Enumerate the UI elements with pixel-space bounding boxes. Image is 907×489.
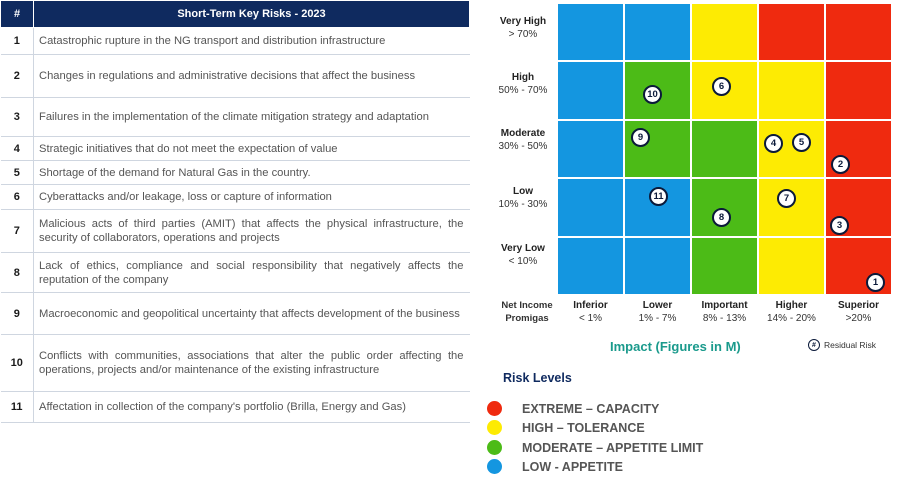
table-row: 7 Malicious acts of third parties (AMIT) …: [0, 209, 470, 253]
matrix-cell: [758, 236, 825, 295]
risk-description: Shortage of the demand for Natural Gas i…: [33, 160, 470, 185]
matrix-cell: [624, 236, 691, 295]
axis-caption: Net Income Promigas: [492, 299, 562, 325]
risk-number: 2: [0, 54, 34, 98]
risk-description: Macroeconomic and geopolitical uncertain…: [33, 292, 470, 335]
col-label-inferior: Inferior < 1%: [573, 300, 608, 324]
matrix-cell: [758, 3, 825, 62]
risk-marker-6: 6: [712, 77, 731, 96]
legend-label: HIGH – TOLERANCE: [522, 420, 645, 435]
risk-levels-title: Risk Levels: [503, 371, 572, 385]
risk-description: Failures in the implementation of the cl…: [33, 97, 470, 137]
col-label-important: Important 8% - 13%: [701, 300, 748, 324]
risk-description: Changes in regulations and administrativ…: [33, 54, 470, 98]
matrix-cell: [557, 236, 624, 295]
matrix-cell: [691, 236, 758, 295]
legend-dot-green-icon: [487, 440, 502, 455]
row-label-moderate: Moderate 30% - 50%: [498, 128, 548, 152]
header-num: #: [0, 0, 34, 28]
matrix-cell: [557, 119, 624, 179]
residual-risk-icon: #: [808, 339, 820, 351]
risk-description: Cyberattacks and/or leakage, loss or cap…: [33, 184, 470, 210]
matrix-cell: [691, 178, 758, 237]
risk-marker-9: 9: [631, 128, 650, 147]
risk-number: 10: [0, 334, 34, 392]
legend-item-low: LOW - APPETITE: [487, 459, 623, 474]
table-row: 6 Cyberattacks and/or leakage, loss or ca…: [0, 184, 470, 210]
matrix-cell: [624, 119, 691, 179]
header-title: Short-Term Key Risks - 2023: [33, 0, 470, 28]
risk-marker-2: 2: [831, 155, 850, 174]
legend-item-high: HIGH – TOLERANCE: [487, 420, 645, 435]
legend-dot-blue-icon: [487, 459, 502, 474]
row-label-high: High 50% - 70%: [498, 72, 548, 96]
residual-risk-label: Residual Risk: [824, 340, 876, 350]
table-row: 10 Conflicts with communities, associatio…: [0, 334, 470, 392]
residual-risk-key: # Residual Risk: [808, 339, 876, 351]
impact-title: Impact (Figures in M): [610, 339, 741, 354]
risk-number: 7: [0, 209, 34, 253]
risk-number: 5: [0, 160, 34, 185]
table-row: 9 Macroeconomic and geopolitical uncertai…: [0, 292, 470, 335]
matrix-cell: [624, 3, 691, 62]
risk-marker-1: 1: [866, 273, 885, 292]
risk-number: 6: [0, 184, 34, 210]
matrix-cell: [691, 3, 758, 62]
matrix-cell: [691, 119, 758, 179]
risk-marker-11: 11: [649, 187, 668, 206]
table-row: 2 Changes in regulations and administrati…: [0, 54, 470, 98]
table-row: 8 Lack of ethics, compliance and social r…: [0, 252, 470, 293]
risk-marker-5: 5: [792, 133, 811, 152]
risk-description: Lack of ethics, compliance and social re…: [33, 252, 470, 293]
risk-table: # Short-Term Key Risks - 2023 1 Catastrop…: [0, 0, 470, 423]
risk-marker-8: 8: [712, 208, 731, 227]
risk-marker-10: 10: [643, 85, 662, 104]
table-row: 11 Affectation in collection of the compa…: [0, 391, 470, 423]
col-label-higher: Higher 14% - 20%: [767, 300, 816, 324]
table-row: 5 Shortage of the demand for Natural Gas …: [0, 160, 470, 185]
legend-label: MODERATE – APPETITE LIMIT: [522, 440, 704, 455]
risk-marker-4: 4: [764, 134, 783, 153]
risk-description: Catastrophic rupture in the NG transport…: [33, 27, 470, 55]
matrix-cell: [557, 3, 624, 62]
row-label-very-high: Very High > 70%: [499, 16, 547, 40]
matrix-cell: [624, 178, 691, 237]
risk-number: 1: [0, 27, 34, 55]
risk-description: Strategic initiatives that do not meet t…: [33, 136, 470, 161]
col-label-superior: Superior >20%: [837, 300, 880, 324]
risk-number: 11: [0, 391, 34, 423]
risk-number: 4: [0, 136, 34, 161]
legend-item-moderate: MODERATE – APPETITE LIMIT: [487, 440, 703, 455]
risk-number: 8: [0, 252, 34, 293]
matrix-cell: [825, 61, 892, 120]
risk-heat-map: 10 6 9 4 5 2 11 7 8 3 1: [557, 3, 892, 295]
risk-number: 3: [0, 97, 34, 137]
axis-caption-line2: Promigas: [505, 313, 549, 324]
axis-caption-line1: Net Income: [501, 300, 553, 311]
legend-dot-red-icon: [487, 401, 502, 416]
table-row: 1 Catastrophic rupture in the NG transpor…: [0, 27, 470, 55]
legend-label: LOW - APPETITE: [522, 459, 623, 474]
matrix-cell: [557, 178, 624, 237]
row-label-very-low: Very Low < 10%: [501, 243, 545, 267]
table-header-row: # Short-Term Key Risks - 2023: [0, 0, 470, 28]
table-row: 4 Strategic initiatives that do not meet …: [0, 136, 470, 161]
matrix-cell: [758, 178, 825, 237]
legend-label: EXTREME – CAPACITY: [522, 401, 660, 416]
risk-description: Conflicts with communities, associations…: [33, 334, 470, 392]
table-row: 3 Failures in the implementation of the c…: [0, 97, 470, 137]
risk-marker-3: 3: [830, 216, 849, 235]
risk-description: Affectation in collection of the company…: [33, 391, 470, 423]
col-label-lower: Lower 1% - 7%: [638, 300, 677, 324]
risk-description: Malicious acts of third parties (AMIT) t…: [33, 209, 470, 253]
risk-marker-7: 7: [777, 189, 796, 208]
matrix-cell: [557, 61, 624, 120]
risk-number: 9: [0, 292, 34, 335]
matrix-cell: [825, 3, 892, 62]
legend-dot-yellow-icon: [487, 420, 502, 435]
legend-item-extreme: EXTREME – CAPACITY: [487, 401, 659, 416]
matrix-cell: [758, 61, 825, 120]
row-label-low: Low 10% - 30%: [498, 186, 548, 210]
